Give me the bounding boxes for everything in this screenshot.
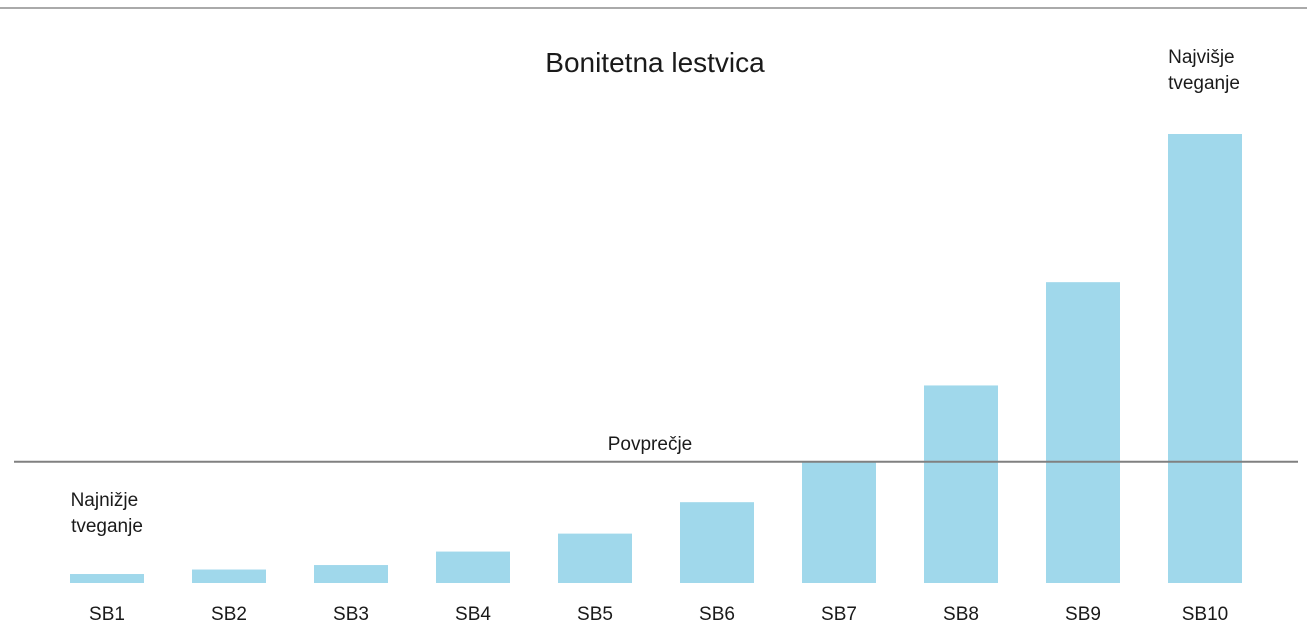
x-tick-label-sb8: SB8 (943, 604, 979, 625)
x-tick-label-sb9: SB9 (1065, 604, 1101, 625)
bar-sb9 (1046, 282, 1120, 583)
bar-sb6 (680, 502, 754, 583)
highest-risk-line-2: tveganje (1168, 73, 1240, 94)
bar-sb3 (314, 565, 388, 583)
average-label: Povprečje (608, 434, 693, 455)
x-tick-label-sb6: SB6 (699, 604, 735, 625)
lowest-risk-annotation: Najnižje tveganje (71, 490, 144, 537)
x-tick-label-sb5: SB5 (577, 604, 613, 625)
bar-sb8 (924, 385, 998, 583)
x-tick-label-sb7: SB7 (821, 604, 857, 625)
bars-group (70, 134, 1242, 583)
x-tick-label-sb1: SB1 (89, 604, 125, 625)
chart-title: Bonitetna lestvica (545, 47, 765, 78)
lowest-risk-line-2: tveganje (71, 516, 143, 537)
x-tick-label-sb10: SB10 (1182, 604, 1228, 625)
bar-sb4 (436, 551, 510, 583)
bar-sb10 (1168, 134, 1242, 583)
lowest-risk-line-1: Najnižje (71, 490, 139, 511)
x-tick-label-sb3: SB3 (333, 604, 369, 625)
x-axis-ticks: SB1 SB2 SB3 SB4 SB5 SB6 SB7 SB8 SB9 SB10 (89, 604, 1228, 625)
bar-sb2 (192, 569, 266, 583)
x-tick-label-sb2: SB2 (211, 604, 247, 625)
highest-risk-line-1: Najvišje (1168, 47, 1235, 68)
bar-sb7 (802, 461, 876, 583)
highest-risk-annotation: Najvišje tveganje (1168, 47, 1240, 94)
bar-sb5 (558, 533, 632, 583)
x-tick-label-sb4: SB4 (455, 604, 491, 625)
bar-sb1 (70, 574, 144, 583)
